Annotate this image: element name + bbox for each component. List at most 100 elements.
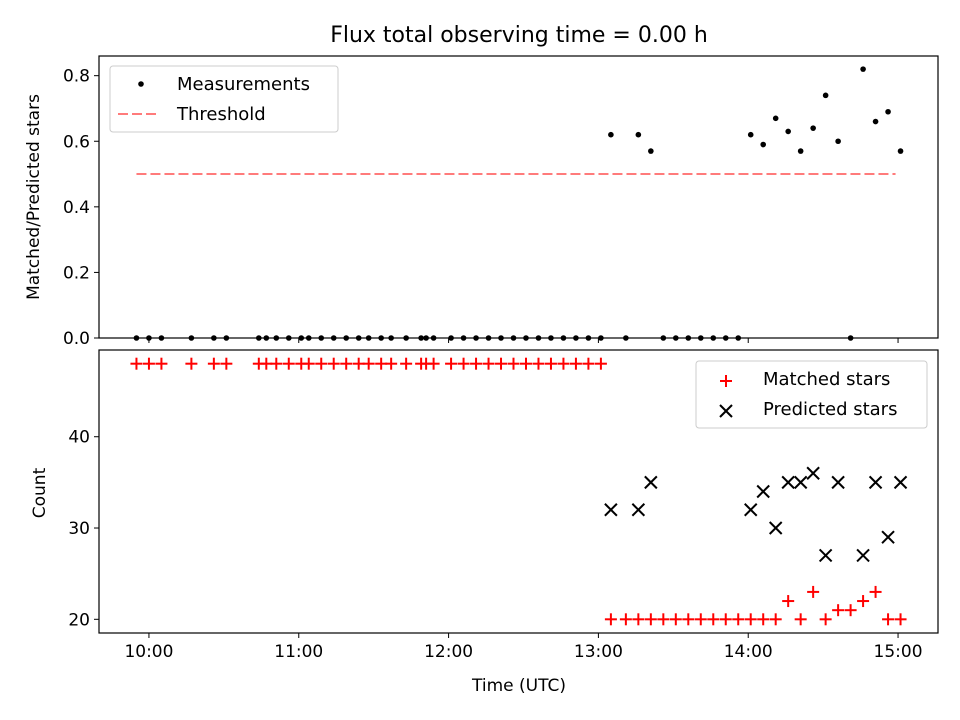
measurement-point-10: [298, 335, 305, 341]
measurement-point-55: [847, 335, 854, 341]
measurement-point-34: [585, 335, 592, 341]
measurement-point-25: [473, 335, 479, 341]
matched-point-5: [220, 357, 233, 370]
legend-measurements-label: Measurements: [177, 74, 310, 95]
measurement-point-56: [860, 66, 866, 72]
measurement-point-44: [710, 335, 717, 341]
measurement-point-20: [418, 335, 424, 341]
matched-point-48: [757, 613, 770, 626]
matched-point-14: [340, 357, 353, 370]
measurement-point-33: [573, 335, 579, 341]
xtick-label-2: 12:00: [424, 642, 473, 662]
measurement-point-5: [223, 335, 230, 341]
xtick-label-3: 13:00: [574, 642, 623, 662]
matched-point-52: [807, 585, 820, 598]
measurement-point-2: [158, 335, 165, 341]
legend-predicted-label: Predicted stars: [763, 399, 897, 420]
predicted-point-11: [856, 548, 870, 563]
measurement-point-45: [722, 335, 729, 341]
panel-1-ytick-label-2: 40: [68, 428, 90, 448]
panel-1-ytick-label-1: 30: [68, 519, 90, 539]
matched-point-31: [544, 357, 557, 370]
measurement-point-59: [897, 148, 904, 154]
panel-0-ytick-label-1: 0.2: [63, 263, 90, 283]
bottom-legend-box: [695, 360, 928, 429]
legend-matched-label: Matched stars: [763, 369, 890, 390]
measurement-point-28: [510, 335, 517, 341]
matched-point-35: [594, 357, 607, 370]
matched-point-59: [894, 613, 907, 626]
measurement-point-13: [330, 335, 337, 341]
top-panel: 0.00.20.40.60.8 Matched/Predicted stars …: [24, 55, 939, 349]
bottom-panel: 20 30 40 10:00 11:00 12:00 13:00 14:00 15:00 Cou…: [30, 349, 939, 696]
matched-point-18: [385, 357, 398, 370]
matched-point-29: [519, 357, 532, 370]
predicted-point-2: [644, 475, 658, 490]
xtick-label-0: 10:00: [124, 642, 173, 662]
matched-point-36: [604, 613, 617, 626]
measurement-point-16: [365, 335, 372, 341]
measurement-point-40: [660, 335, 667, 341]
matched-point-55: [844, 604, 857, 617]
matched-point-39: [644, 613, 657, 626]
matched-point-28: [507, 357, 520, 370]
predicted-point-1: [631, 503, 646, 517]
bottom-y-axis-label: Count: [30, 467, 50, 518]
top-legend: Measurements Threshold: [109, 65, 339, 133]
measurement-point-32: [560, 335, 567, 341]
matched-point-3: [185, 357, 198, 370]
matched-point-30: [532, 357, 545, 370]
measurement-point-29: [523, 335, 529, 341]
measurement-point-7: [263, 335, 270, 341]
measurement-point-26: [485, 335, 492, 341]
measurement-point-43: [697, 335, 704, 341]
predicted-point-7: [793, 475, 808, 490]
measurement-point-57: [872, 118, 879, 125]
measurement-point-11: [305, 335, 312, 341]
legend-measurements-marker: [138, 81, 144, 87]
measurement-point-53: [822, 92, 829, 99]
matched-point-54: [832, 604, 845, 617]
matched-point-1: [142, 357, 155, 370]
legend-threshold-label: Threshold: [176, 104, 266, 125]
matched-point-43: [694, 613, 707, 626]
matched-point-0: [130, 357, 143, 370]
predicted-point-13: [881, 530, 895, 544]
matched-point-47: [744, 613, 757, 626]
matched-point-8: [270, 357, 283, 370]
measurement-point-35: [598, 335, 604, 341]
panel-1-series-1: [604, 466, 908, 563]
measurement-point-46: [735, 335, 742, 341]
matched-point-23: [445, 357, 458, 370]
predicted-point-4: [756, 484, 770, 499]
panel-0-series-0: [133, 66, 904, 341]
panel-1-frame: [98, 349, 939, 634]
matched-point-40: [657, 613, 670, 626]
measurement-point-12: [318, 335, 325, 341]
measurement-point-39: [648, 148, 654, 154]
measurement-point-14: [343, 335, 350, 341]
measurement-point-51: [797, 148, 804, 154]
measurement-point-23: [448, 335, 454, 341]
matched-point-13: [327, 357, 340, 370]
matched-point-51: [794, 613, 807, 626]
matched-point-56: [857, 595, 870, 608]
matched-point-41: [669, 613, 682, 626]
predicted-point-5: [768, 521, 783, 535]
measurement-point-38: [635, 131, 642, 138]
matched-point-2: [155, 357, 168, 370]
matched-point-33: [569, 357, 582, 370]
matched-point-12: [315, 357, 328, 370]
measurement-point-48: [760, 141, 767, 148]
matched-point-44: [707, 613, 720, 626]
measurement-point-21: [423, 335, 429, 341]
matched-point-57: [869, 585, 882, 598]
matched-point-49: [769, 613, 782, 626]
measurement-point-8: [273, 335, 280, 341]
matched-point-53: [819, 613, 832, 626]
panel-0-frame: [98, 55, 939, 339]
matched-point-24: [457, 357, 470, 370]
measurement-point-9: [285, 335, 292, 341]
xtick-label-1: 11:00: [274, 642, 323, 662]
